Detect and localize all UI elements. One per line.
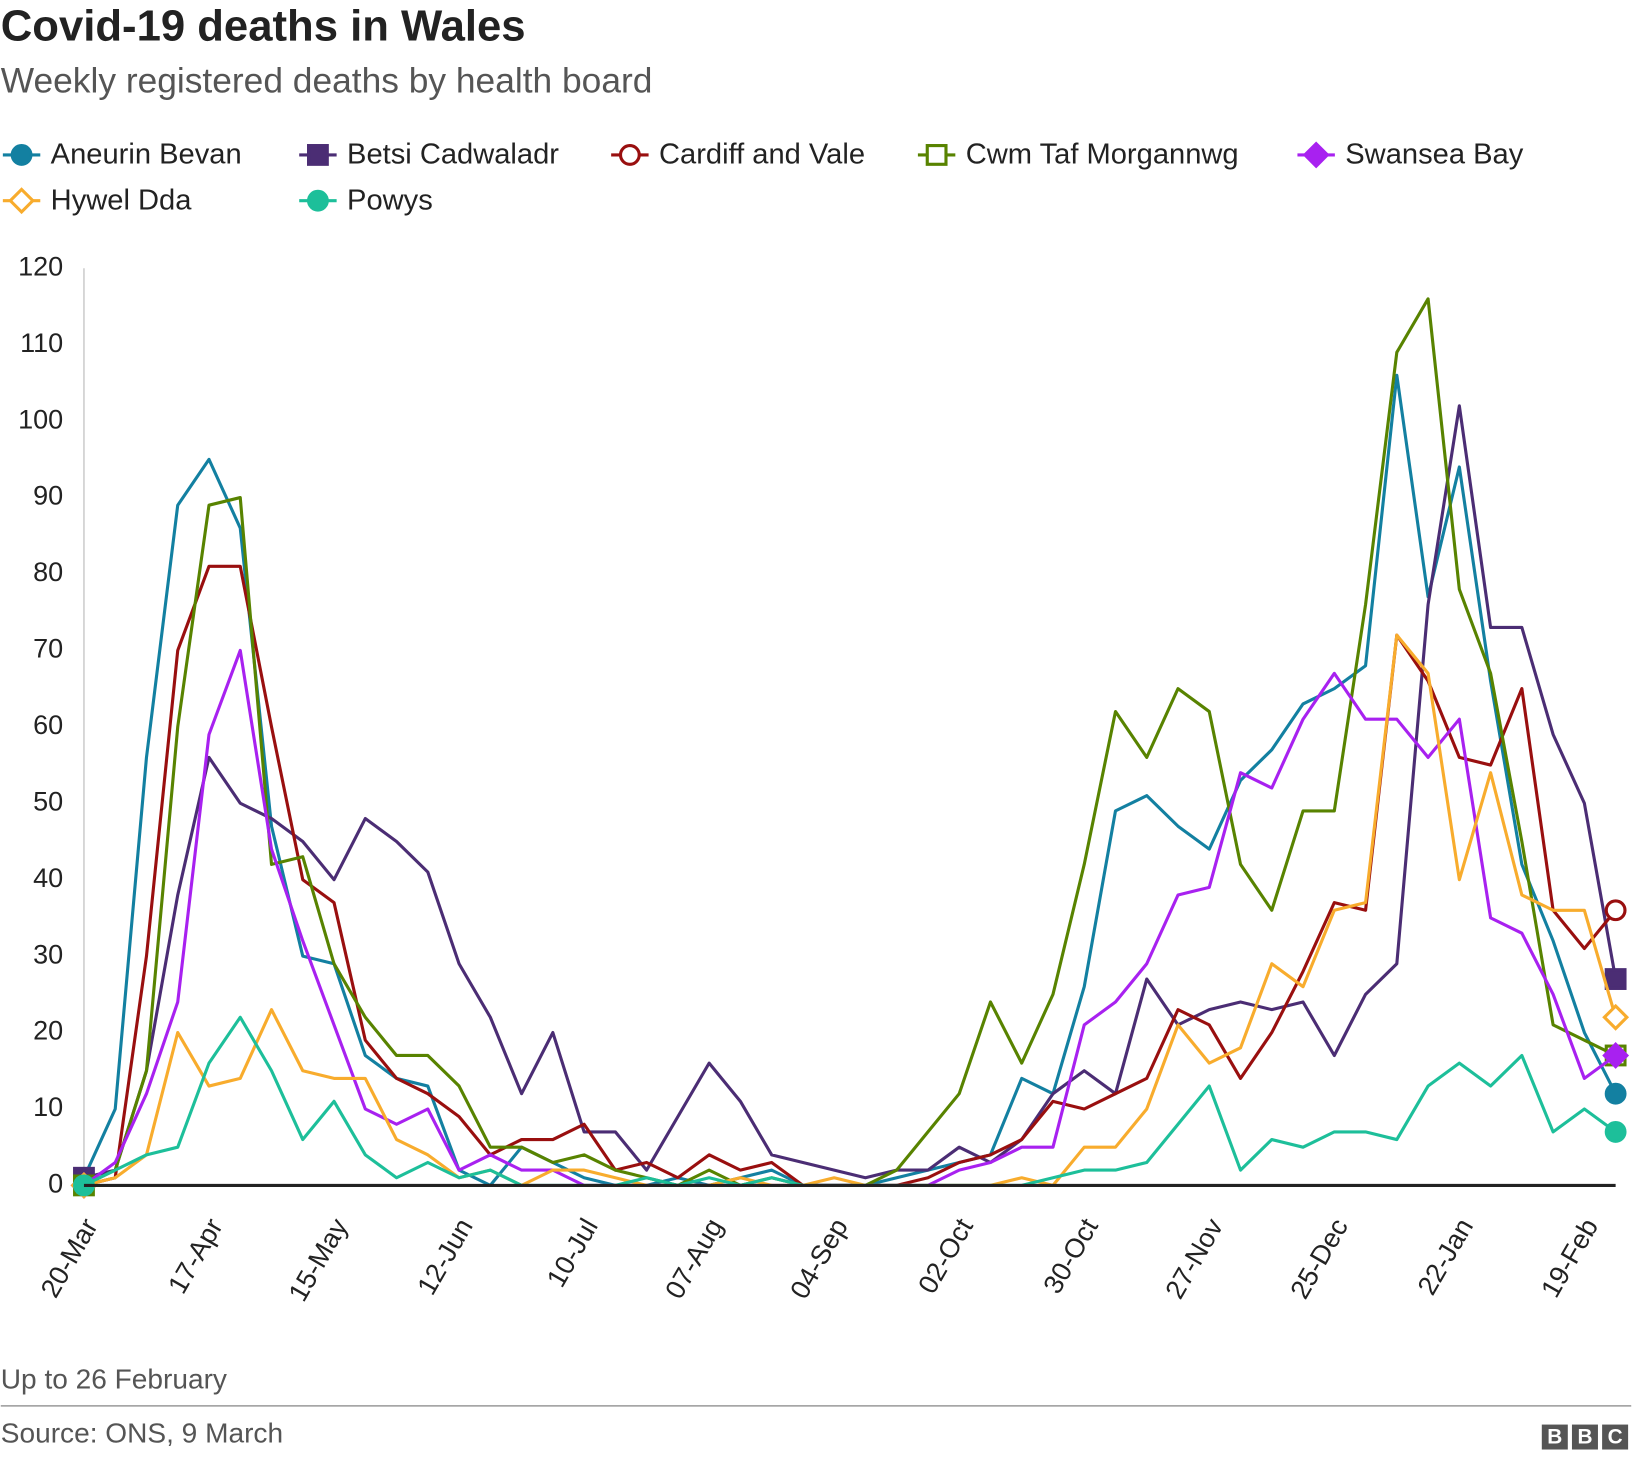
y-tick-label: 100 [18, 404, 63, 434]
source: Source: ONS, 9 March [1, 1417, 283, 1448]
point-marker [1604, 899, 1627, 922]
series-line [83, 633, 1618, 1187]
legend-marker [10, 144, 33, 166]
legend-marker [618, 144, 641, 166]
x-tick-label: 19-Feb [1535, 1213, 1604, 1302]
y-tick-label: 110 [20, 328, 63, 358]
legend-marker [8, 187, 36, 215]
point-marker [1604, 1082, 1627, 1105]
legend-marker [307, 144, 329, 166]
legend-label: Swansea Bay [1345, 139, 1523, 171]
x-tick-label: 25-Dec [1284, 1213, 1354, 1303]
x-tick-label: 17-Apr [162, 1213, 229, 1298]
legend-marker [925, 144, 948, 166]
x-tick-label: 04-Sep [784, 1213, 854, 1303]
y-tick-label: 10 [33, 1092, 63, 1122]
x-tick-label: 22-Jan [1412, 1213, 1479, 1300]
chart-subtitle: Weekly registered deaths by health board [1, 62, 653, 101]
point-marker [1602, 1042, 1630, 1069]
logo-box [1602, 1424, 1629, 1450]
y-tick-label: 0 [48, 1169, 63, 1199]
x-tick-label: 27-Nov [1159, 1213, 1229, 1304]
legend-marker [307, 189, 329, 212]
logo-box [1541, 1424, 1568, 1450]
chart-title: Covid-19 deaths in Wales [1, 2, 526, 51]
y-tick-label: 40 [33, 863, 63, 893]
series-line [82, 373, 1618, 1187]
legend-label: Powys [347, 184, 433, 216]
y-tick-label: 30 [33, 939, 63, 969]
legend-marker [1302, 141, 1330, 169]
x-tick-label: 02-Oct [912, 1213, 979, 1299]
x-tick-label: 15-May [283, 1213, 354, 1306]
x-tick-label: 30-Oct [1037, 1213, 1104, 1299]
x-tick-label: 10-Jul [541, 1213, 604, 1292]
y-tick-label: 90 [33, 481, 63, 511]
point-marker [1604, 1120, 1627, 1143]
y-tick-label: 60 [33, 710, 63, 740]
logo-box [1571, 1424, 1598, 1450]
point-marker [1602, 1003, 1630, 1031]
x-tick-label: 20-Mar [35, 1213, 104, 1302]
point-marker [1604, 968, 1627, 990]
logo-letter: B [1577, 1426, 1592, 1449]
legend-label: Betsi Cadwaladr [347, 139, 559, 171]
x-tick-label: 07-Aug [659, 1213, 729, 1303]
y-tick-label: 120 [18, 251, 63, 281]
series-line [83, 1015, 1617, 1187]
x-tick-label: 12-Jun [411, 1213, 478, 1300]
y-tick-label: 20 [33, 1016, 63, 1046]
y-tick-label: 80 [33, 557, 63, 587]
logo-letter: B [1547, 1426, 1562, 1449]
legend-label: Cardiff and Vale [659, 139, 865, 171]
logo-letter: C [1608, 1426, 1623, 1449]
legend-label: Hywel Dda [51, 184, 193, 216]
legend-label: Cwm Taf Morgannwg [966, 139, 1239, 171]
y-tick-label: 70 [33, 634, 63, 664]
series-line [83, 404, 1618, 1180]
series-line [83, 564, 1617, 1187]
legend-label: Aneurin Bevan [51, 139, 242, 171]
footnote: Up to 26 February [1, 1363, 227, 1394]
y-tick-label: 50 [33, 786, 63, 816]
